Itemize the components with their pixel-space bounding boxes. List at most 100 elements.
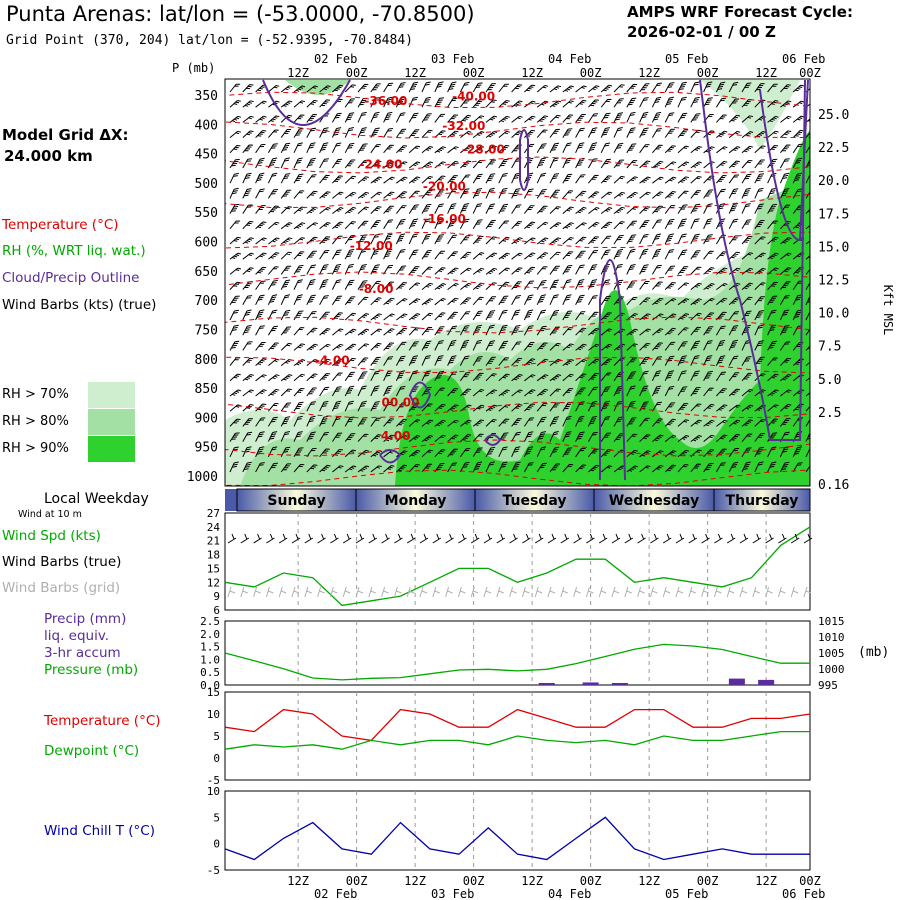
wind-barb bbox=[626, 248, 636, 260]
wind-barb bbox=[575, 401, 585, 412]
wind-barb bbox=[639, 97, 649, 108]
wind-barb-true bbox=[330, 533, 339, 544]
wind-barb bbox=[293, 265, 304, 275]
wind-barb bbox=[562, 463, 574, 473]
wind-barb bbox=[421, 326, 433, 336]
wind-barb bbox=[626, 465, 638, 473]
wind-barb bbox=[447, 234, 458, 245]
top-hour-6: 12Z bbox=[638, 66, 660, 80]
wind-barb bbox=[370, 83, 381, 93]
wind-barb bbox=[511, 237, 523, 245]
wind-barb bbox=[357, 220, 369, 230]
wind-barb bbox=[396, 327, 408, 336]
wind-barb bbox=[344, 84, 356, 93]
wind-barb bbox=[587, 295, 598, 306]
wind-barb bbox=[613, 433, 625, 442]
wind-barb bbox=[754, 282, 766, 290]
wind-barb bbox=[792, 84, 805, 93]
wind-barb-true bbox=[598, 533, 608, 544]
wind-barb bbox=[267, 325, 278, 336]
wind-barb bbox=[690, 312, 702, 321]
wind-barb bbox=[626, 313, 638, 321]
wind-barb bbox=[447, 434, 459, 442]
wind-barb bbox=[370, 401, 380, 412]
wind-barb bbox=[331, 400, 342, 412]
top-hour-5: 00Z bbox=[580, 66, 602, 80]
wind-speed-label: Wind Spd (kts) bbox=[2, 528, 101, 544]
wind-barb bbox=[588, 311, 599, 321]
wind-barb bbox=[626, 385, 636, 397]
wind-barb bbox=[268, 85, 280, 93]
wind-barb bbox=[600, 191, 613, 199]
wind-barb bbox=[293, 388, 305, 397]
wind-barb bbox=[779, 188, 790, 199]
wind-barb bbox=[498, 295, 509, 306]
wind-barb bbox=[306, 401, 316, 412]
wind-barb-true bbox=[470, 533, 480, 544]
wind-barb bbox=[511, 341, 522, 351]
wind-barb bbox=[613, 416, 624, 427]
wind-barb bbox=[319, 158, 329, 169]
wind-barb bbox=[613, 175, 625, 184]
wind-barb bbox=[613, 191, 626, 199]
wind-barb bbox=[383, 434, 395, 442]
wind-barb-true bbox=[266, 533, 275, 544]
wind-barb bbox=[485, 203, 496, 214]
wind-barb bbox=[728, 174, 740, 184]
wind-barb bbox=[728, 297, 740, 306]
precip-bar bbox=[582, 682, 599, 685]
wind-barb bbox=[639, 385, 649, 397]
wind-barb bbox=[562, 173, 573, 184]
wind-barb bbox=[549, 173, 560, 184]
wind-barb bbox=[319, 142, 329, 154]
panel-frame bbox=[224, 790, 811, 871]
time-axes: 12Z 12Z 00Z 00Z 12Z 12Z 00Z 00Z 12Z 12Z 00Z 00Z 12Z 1… bbox=[287, 52, 825, 900]
wind-barb bbox=[780, 374, 792, 382]
wind-barb bbox=[357, 127, 367, 138]
pressure-tick-900: 900 bbox=[195, 411, 218, 426]
wind-barb bbox=[383, 176, 395, 184]
wind-barb bbox=[536, 403, 548, 412]
wind-barb bbox=[588, 207, 600, 214]
panel-frame bbox=[224, 620, 811, 686]
wind-barb bbox=[600, 235, 612, 245]
wind-barb bbox=[434, 370, 445, 382]
wind-barb bbox=[280, 85, 293, 93]
wind-barb bbox=[370, 297, 382, 306]
precip-tick-0: 0.0 bbox=[200, 679, 220, 692]
wind-barb bbox=[344, 249, 355, 260]
wind-barb bbox=[741, 282, 753, 290]
temperature-contour-line bbox=[225, 316, 810, 334]
wind-barb bbox=[511, 324, 521, 336]
wind-barb bbox=[549, 251, 561, 260]
wind-barb bbox=[229, 267, 242, 275]
wind-barb bbox=[280, 374, 293, 382]
wind-barb bbox=[395, 128, 407, 138]
wind-barb bbox=[677, 129, 689, 138]
wind-barb bbox=[421, 129, 433, 138]
wind-barb bbox=[767, 187, 777, 199]
wind-barb bbox=[459, 218, 470, 230]
wind-barb bbox=[805, 145, 810, 154]
wind-barb bbox=[677, 355, 687, 366]
wind-barb bbox=[703, 312, 715, 321]
wind-barb bbox=[703, 340, 713, 351]
wind-barb bbox=[652, 328, 664, 336]
wind-barb bbox=[395, 249, 406, 260]
wind-barb bbox=[498, 100, 510, 108]
wind-barb bbox=[600, 158, 611, 169]
wind-barb bbox=[485, 433, 496, 442]
wind-barb-true bbox=[778, 533, 787, 544]
wind-barb bbox=[549, 189, 560, 199]
wind-barb bbox=[549, 142, 560, 154]
wind-barb bbox=[767, 373, 779, 382]
wind-barb bbox=[664, 249, 675, 260]
wind-barb bbox=[255, 325, 265, 336]
wind-barb bbox=[306, 99, 318, 108]
wind-barb bbox=[472, 389, 485, 397]
wind-barb bbox=[523, 446, 534, 458]
wind-barb bbox=[421, 176, 433, 184]
wind-barb bbox=[434, 161, 446, 169]
wind-barb bbox=[229, 461, 239, 473]
wind-barb bbox=[716, 419, 728, 427]
